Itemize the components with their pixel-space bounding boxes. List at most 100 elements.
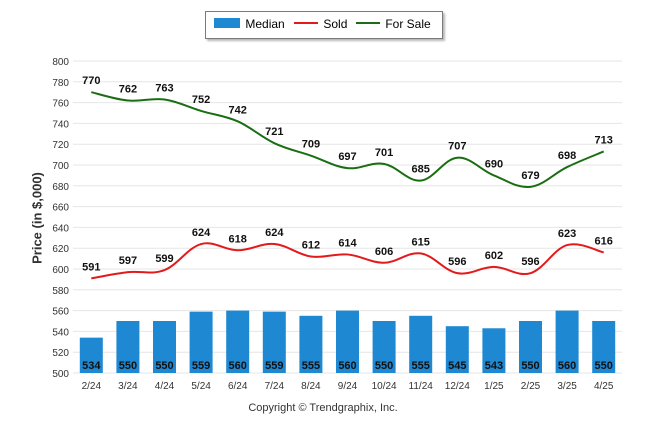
y-tick-label: 600: [52, 265, 69, 276]
y-tick-label: 720: [52, 140, 69, 151]
sold-point-label: 596: [448, 256, 466, 268]
x-tick-label: 8/24: [301, 381, 321, 392]
y-tick-label: 780: [52, 78, 69, 89]
sold-point-label: 602: [485, 250, 503, 262]
y-tick-labels: 500 520 540 560 580 600 620 640 660 680 700 720 740 7…: [52, 57, 69, 380]
legend: Median Sold For Sale: [205, 11, 443, 39]
sold-point-label: 615: [412, 236, 430, 248]
median-bar: [336, 310, 359, 373]
x-tick-label: 7/24: [265, 381, 285, 392]
median-bar-label: 560: [338, 360, 356, 372]
legend-item-median[interactable]: Median: [212, 17, 285, 31]
sold-point-label: 606: [375, 246, 393, 258]
x-tick-label: 1/25: [484, 381, 504, 392]
legend-swatch-sold: [294, 22, 318, 24]
median-bar-label: 560: [229, 360, 247, 372]
series-lines: [91, 91, 605, 280]
median-bar-label: 545: [448, 360, 466, 372]
y-tick-label: 520: [52, 348, 69, 359]
legend-swatch-median: [214, 18, 240, 28]
legend-item-sold[interactable]: Sold: [292, 17, 347, 31]
sold-line: [91, 242, 604, 280]
median-bar-label: 543: [485, 360, 503, 372]
median-bar: [262, 311, 286, 373]
for-sale-line: [91, 91, 605, 188]
x-tick-label: 10/24: [372, 381, 397, 392]
x-tick-label: 3/24: [118, 381, 138, 392]
y-tick-label: 760: [52, 99, 69, 110]
for-sale-point-label: 742: [229, 104, 247, 116]
y-tick-label: 800: [52, 57, 69, 68]
sold-point-label: 596: [521, 256, 539, 268]
median-bar-label: 559: [265, 360, 283, 372]
sold-point-label: 624: [192, 227, 211, 239]
sold-point-label: 612: [302, 240, 320, 252]
x-tick-label: 6/24: [228, 381, 248, 392]
legend-label-sold: Sold: [323, 17, 348, 31]
x-tick-label: 2/24: [82, 381, 102, 392]
median-bar: [153, 321, 176, 373]
for-sale-point-label: 679: [521, 170, 539, 182]
data-labels: 534 550 550 559 560 559 555 560 550 555 545 543 550 5…: [82, 75, 613, 372]
x-tick-label: 12/24: [445, 381, 470, 392]
sold-point-label: 599: [155, 253, 173, 265]
for-sale-point-label: 763: [155, 82, 173, 94]
for-sale-point-label: 762: [119, 84, 137, 96]
for-sale-point-label: 690: [485, 158, 503, 170]
y-tick-label: 680: [52, 182, 69, 193]
sold-point-label: 618: [229, 233, 247, 245]
median-bar: [189, 311, 213, 373]
sold-point-label: 591: [82, 261, 100, 273]
for-sale-point-label: 713: [595, 134, 613, 146]
for-sale-point-label: 707: [448, 141, 466, 153]
median-bar-label: 555: [302, 360, 320, 372]
x-tick-label: 11/24: [409, 381, 434, 392]
median-bar-label: 550: [521, 360, 539, 372]
median-bar-label: 555: [412, 360, 430, 372]
median-bar-label: 534: [82, 360, 101, 372]
median-bar: [116, 321, 140, 373]
y-tick-label: 740: [52, 119, 69, 130]
x-tick-label: 4/25: [594, 381, 614, 392]
x-tick-label: 4/24: [155, 381, 175, 392]
for-sale-point-label: 709: [302, 139, 320, 151]
legend-item-for-sale[interactable]: For Sale: [354, 17, 431, 31]
legend-label-for-sale: For Sale: [385, 17, 431, 31]
sold-point-label: 597: [119, 255, 137, 267]
legend-label-median: Median: [245, 17, 285, 31]
median-bar: [482, 328, 506, 373]
for-sale-point-label: 697: [338, 151, 356, 163]
copyright-text: Copyright © Trendgraphix, Inc.: [248, 402, 398, 414]
median-bar-label: 559: [192, 360, 210, 372]
y-tick-label: 640: [52, 223, 69, 234]
median-bar: [79, 337, 103, 373]
median-bar-label: 550: [155, 360, 173, 372]
y-axis-label: Price (in $,000): [29, 172, 45, 264]
for-sale-point-label: 752: [192, 94, 210, 106]
median-bars: [79, 310, 616, 373]
for-sale-point-label: 701: [375, 147, 393, 159]
median-bar: [372, 321, 396, 373]
median-bar: [555, 310, 579, 373]
median-bar: [299, 315, 323, 373]
median-bar: [226, 310, 250, 373]
y-tick-label: 700: [52, 161, 69, 172]
for-sale-point-label: 685: [412, 164, 430, 176]
x-tick-labels: 2/24 3/24 4/24 5/24 6/24 7/24 8/24 9/24 10/24 11/…: [82, 381, 614, 392]
y-tick-label: 580: [52, 286, 69, 297]
y-tick-label: 620: [52, 244, 69, 255]
median-bar-label: 560: [558, 360, 576, 372]
y-tick-label: 540: [52, 327, 69, 338]
sold-point-label: 624: [265, 227, 284, 239]
x-tick-label: 3/25: [557, 381, 577, 392]
sold-point-label: 616: [595, 235, 613, 247]
median-bar: [592, 321, 616, 373]
median-bar: [519, 321, 542, 373]
legend-swatch-for-sale: [356, 22, 380, 24]
x-tick-label: 9/24: [338, 381, 358, 392]
median-bar-label: 550: [119, 360, 137, 372]
x-tick-label: 2/25: [521, 381, 541, 392]
median-bar: [445, 326, 469, 373]
